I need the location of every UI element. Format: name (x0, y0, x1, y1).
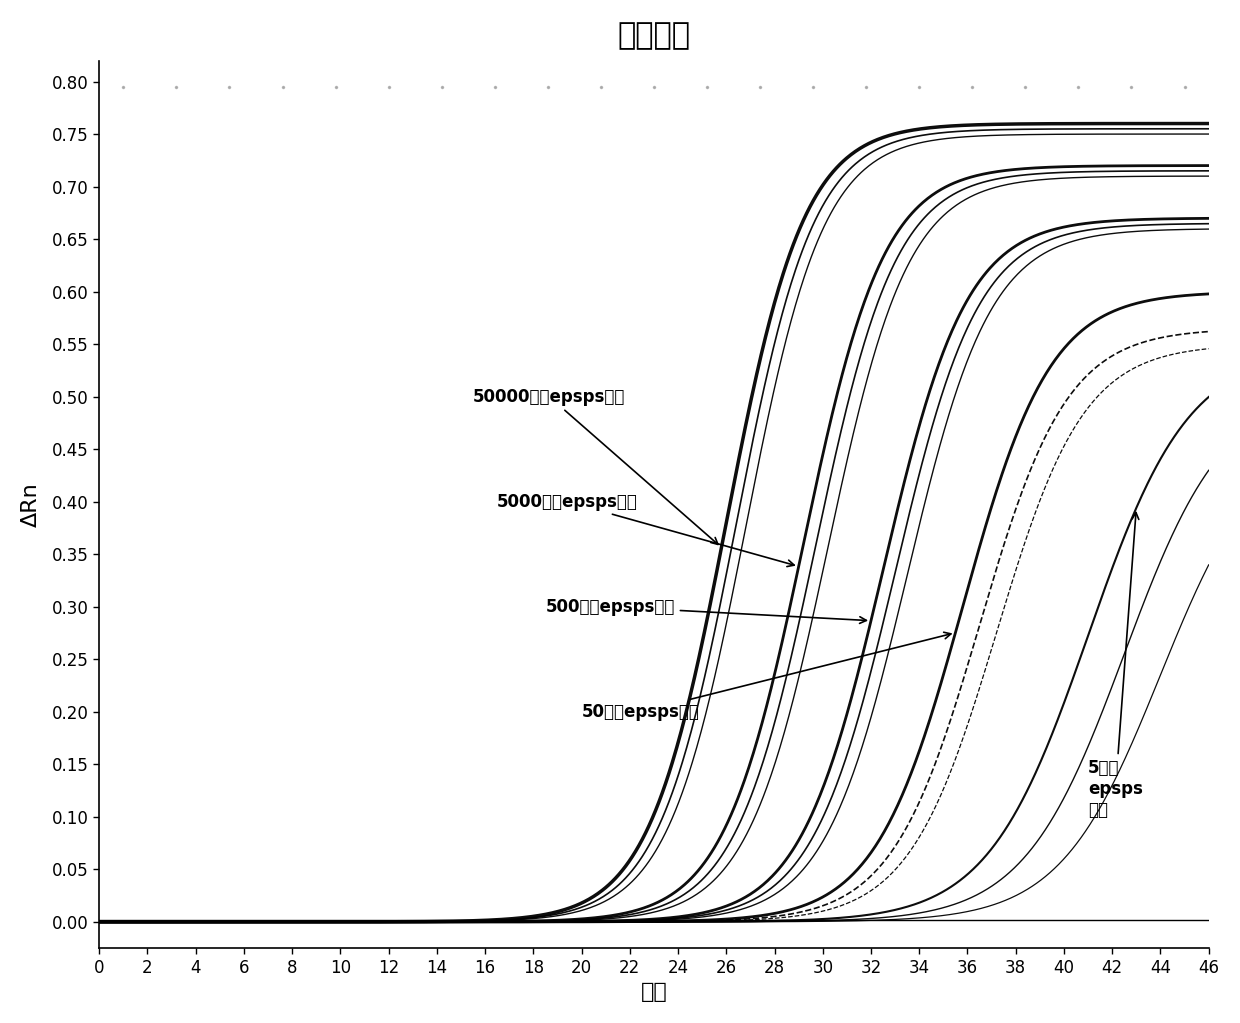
Text: 5拷贝
epsps
基因: 5拷贝 epsps 基因 (1087, 513, 1143, 818)
Title: 扩增图谱: 扩增图谱 (618, 20, 691, 50)
Text: 50拷贝epsps基因: 50拷贝epsps基因 (582, 632, 951, 721)
Text: 500拷贝epsps基因: 500拷贝epsps基因 (546, 597, 867, 623)
Text: 50000拷贝epsps基因: 50000拷贝epsps基因 (474, 388, 718, 544)
Text: 5000拷贝epsps基因: 5000拷贝epsps基因 (497, 493, 794, 567)
X-axis label: 周期: 周期 (641, 982, 667, 1003)
Y-axis label: ΔRn: ΔRn (21, 482, 41, 527)
